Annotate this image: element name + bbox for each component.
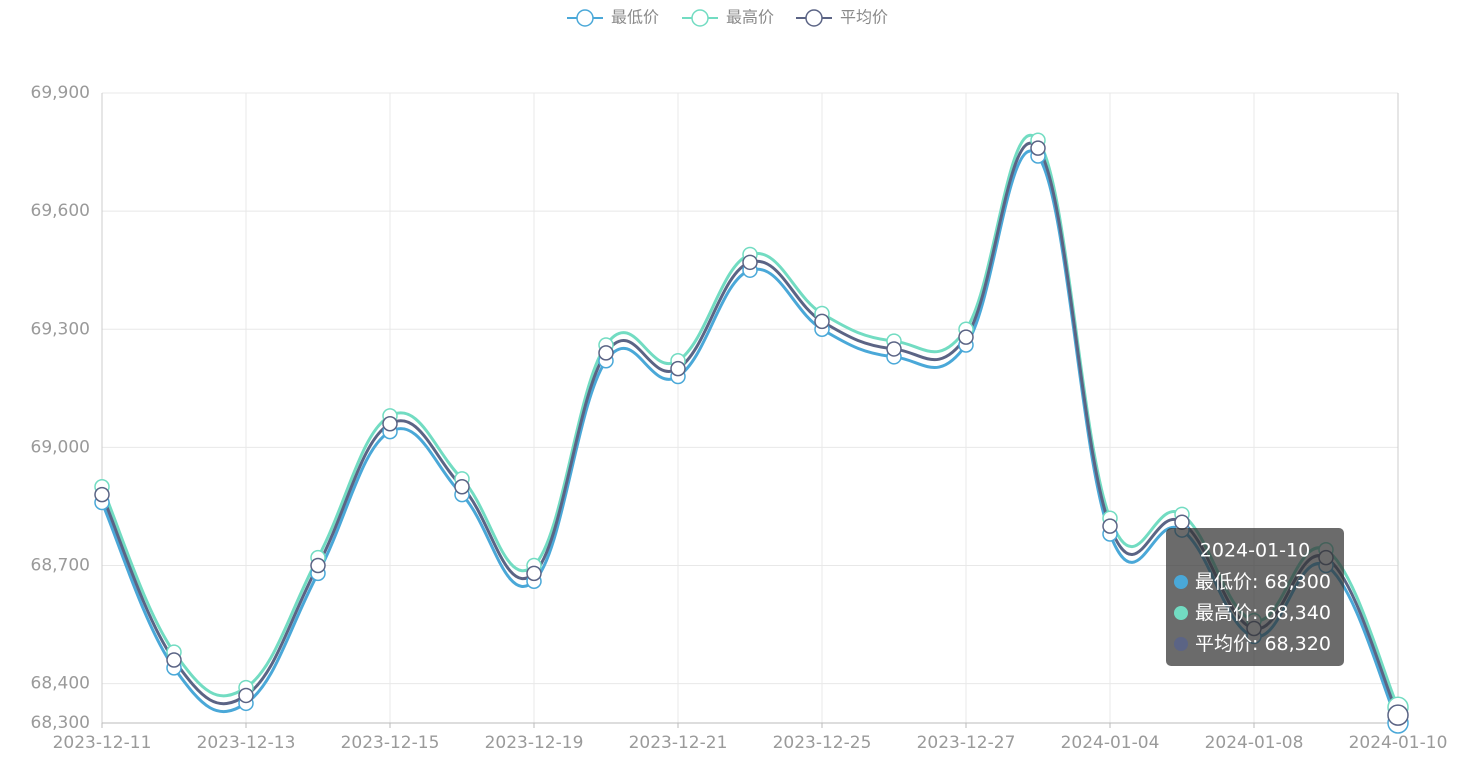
tooltip-title: 2024-01-10 <box>1200 540 1310 562</box>
tooltip-sep: : <box>1252 571 1264 593</box>
data-point <box>742 254 758 271</box>
x-tick-label: 2023-12-15 <box>341 733 440 753</box>
data-point <box>958 329 974 345</box>
legend-label: 最低价 <box>611 8 659 27</box>
data-point <box>526 565 542 582</box>
tooltip-name: 最低价 <box>1195 571 1252 593</box>
x-tick-label: 2023-12-21 <box>629 733 728 753</box>
y-tick-label: 68,400 <box>31 674 90 694</box>
tooltip-item: 平均价: 68,320 <box>1195 633 1331 655</box>
data-point <box>886 341 902 357</box>
tooltip-dot <box>1174 575 1188 589</box>
x-tick-label: 2023-12-25 <box>773 733 872 753</box>
y-tick-label: 69,900 <box>31 83 90 103</box>
data-point <box>454 479 470 495</box>
tooltip-value: 68,340 <box>1264 602 1330 624</box>
x-tick-label: 2023-12-19 <box>485 733 584 753</box>
tooltip-sep: : <box>1252 633 1264 655</box>
data-point <box>1102 518 1118 534</box>
tooltip-value: 68,300 <box>1264 571 1330 593</box>
tooltip-dot <box>1174 606 1188 620</box>
data-point <box>670 360 686 377</box>
data-point <box>1030 140 1046 156</box>
tooltip-name: 最高价 <box>1195 602 1252 624</box>
legend-marker <box>691 9 709 27</box>
tooltip-name: 平均价 <box>1195 633 1252 655</box>
data-point <box>1387 704 1409 726</box>
x-tick-label: 2023-12-11 <box>53 733 152 753</box>
y-tick-label: 69,300 <box>31 319 90 339</box>
tooltip-box <box>1166 528 1344 666</box>
x-tick-label: 2023-12-13 <box>197 733 296 753</box>
data-point <box>94 486 110 503</box>
data-point <box>310 557 326 574</box>
data-point <box>166 652 182 668</box>
legend-marker <box>576 9 594 27</box>
y-tick-label: 68,300 <box>31 713 90 733</box>
tooltip-value: 68,320 <box>1264 633 1330 655</box>
data-point <box>814 313 830 330</box>
y-tick-label: 69,000 <box>31 437 90 457</box>
x-tick-label: 2024-01-08 <box>1205 733 1304 753</box>
y-tick-label: 69,600 <box>31 201 90 221</box>
y-tick-label: 68,700 <box>31 556 90 576</box>
data-point <box>238 687 254 704</box>
data-point <box>598 345 614 361</box>
tooltip: 2024-01-10 最低价: 68,300 最高价: 68,340 平均价: 68,… <box>1166 528 1344 666</box>
x-tick-label: 2023-12-27 <box>917 733 1016 753</box>
legend-label: 平均价 <box>840 8 888 27</box>
tooltip-dot <box>1174 637 1188 651</box>
x-tick-label: 2024-01-04 <box>1061 733 1160 753</box>
legend-marker <box>805 9 823 27</box>
data-point <box>382 416 398 432</box>
legend-label: 最高价 <box>726 8 774 27</box>
tooltip-item: 最低价: 68,300 <box>1195 571 1331 593</box>
tooltip-item: 最高价: 68,340 <box>1195 602 1331 624</box>
tooltip-sep: : <box>1252 602 1264 624</box>
data-point <box>1174 514 1190 530</box>
x-tick-label: 2024-01-10 <box>1349 733 1448 753</box>
